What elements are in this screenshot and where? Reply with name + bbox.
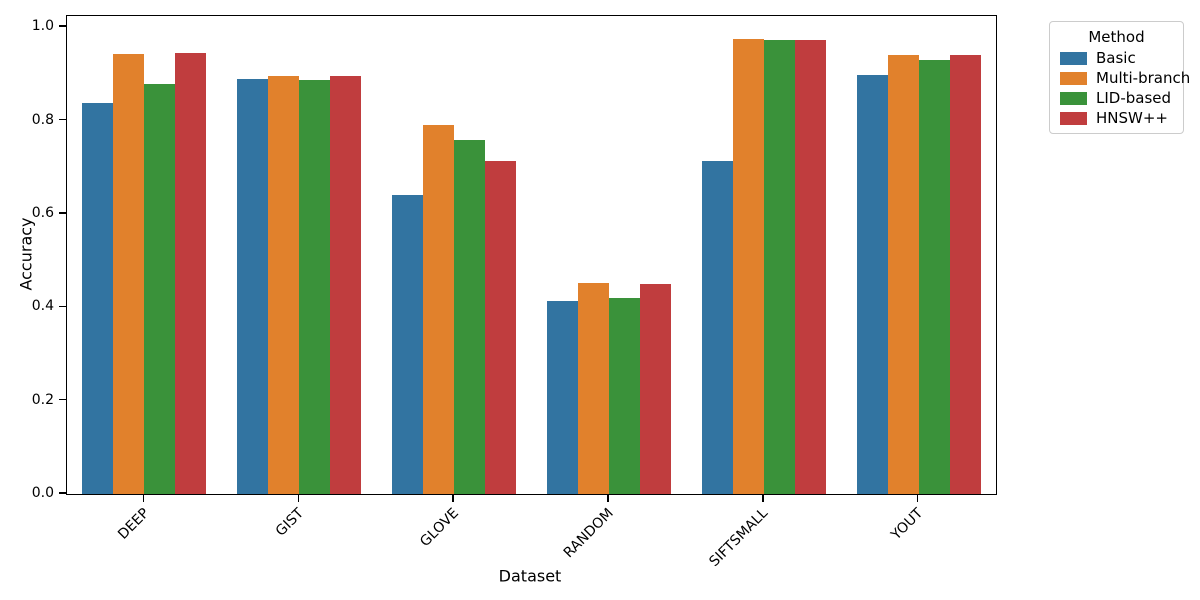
- legend-label: LID-based: [1096, 88, 1172, 107]
- y-tick-mark: [59, 118, 66, 121]
- x-tick-mark: [607, 494, 609, 502]
- legend: Method Basic Multi-branch LID-based HNSW…: [1049, 21, 1190, 134]
- legend-label: Multi-branch: [1096, 68, 1191, 87]
- y-tick-mark: [59, 212, 66, 214]
- bar-multi-branch-siftsmall: [732, 38, 764, 494]
- bar-hnsw--deep: [175, 53, 207, 494]
- x-tick-mark: [916, 494, 919, 502]
- plot-area: [66, 15, 997, 495]
- y-tick-label: 0.8: [31, 111, 54, 128]
- bar-basic-random: [546, 300, 578, 494]
- bar-hnsw--yout: [949, 54, 981, 494]
- y-axis-label: Accuracy: [16, 217, 36, 291]
- legend-label: HNSW++: [1096, 108, 1168, 127]
- legend-swatch-lid-based: [1060, 91, 1087, 105]
- bar-multi-branch-random: [577, 283, 609, 494]
- bar-multi-branch-gist: [268, 75, 300, 494]
- bar-lid-based-gist: [299, 80, 331, 494]
- bar-multi-branch-glove: [423, 125, 455, 494]
- x-tick-label-gist: GIST: [272, 505, 307, 540]
- y-tick-mark: [59, 492, 66, 494]
- legend-title: Method: [1088, 28, 1145, 46]
- y-tick-mark: [59, 398, 66, 401]
- legend-label: Basic: [1096, 48, 1136, 67]
- y-tick-label: 0.4: [31, 298, 54, 315]
- y-tick-label: 0.6: [31, 204, 54, 221]
- bar-hnsw--gist: [330, 76, 362, 494]
- x-axis-label: Dataset: [498, 566, 562, 586]
- y-tick-mark: [59, 25, 66, 27]
- bar-basic-yout: [856, 74, 888, 494]
- bar-hnsw--random: [639, 283, 671, 494]
- legend-item-multi-branch: Multi-branch: [1060, 70, 1190, 85]
- bar-multi-branch-yout: [887, 54, 919, 494]
- x-tick-label-siftsmall: SIFTSMALL: [706, 505, 772, 571]
- y-tick-label: 0.2: [31, 391, 54, 408]
- x-tick-mark: [297, 494, 299, 502]
- bar-basic-gist: [237, 79, 269, 494]
- legend-swatch-basic: [1060, 51, 1087, 65]
- legend-swatch-multi-branch: [1060, 71, 1087, 85]
- bar-basic-siftsmall: [701, 160, 733, 494]
- legend-item-hnsw: HNSW++: [1060, 108, 1173, 127]
- bar-hnsw--glove: [485, 160, 516, 494]
- bar-lid-based-glove: [454, 139, 486, 494]
- legend-item-basic: Basic: [1060, 48, 1173, 67]
- x-tick-label-random: RANDOM: [560, 505, 617, 562]
- x-tick-mark: [762, 494, 764, 502]
- bar-lid-based-random: [608, 298, 640, 494]
- bar-lid-based-yout: [918, 59, 950, 494]
- bar-hnsw--siftsmall: [794, 40, 826, 494]
- bar-lid-based-deep: [144, 83, 176, 494]
- bar-multi-branch-deep: [113, 54, 145, 494]
- legend-item-lid-based: LID-based: [1060, 88, 1173, 107]
- y-tick-label: 0.0: [31, 485, 54, 501]
- bar-basic-glove: [392, 194, 424, 494]
- bar-basic-deep: [82, 102, 114, 494]
- x-tick-mark: [452, 494, 454, 502]
- bar-lid-based-siftsmall: [763, 40, 795, 494]
- legend-swatch-hnsw: [1060, 111, 1087, 125]
- x-tick-mark: [142, 494, 145, 502]
- x-tick-label-yout: YOUT: [888, 505, 927, 544]
- x-tick-label-deep: DEEP: [114, 505, 153, 543]
- x-tick-label-glove: GLOVE: [416, 505, 462, 551]
- y-tick-mark: [59, 305, 66, 308]
- y-tick-label: 1.0: [31, 18, 54, 35]
